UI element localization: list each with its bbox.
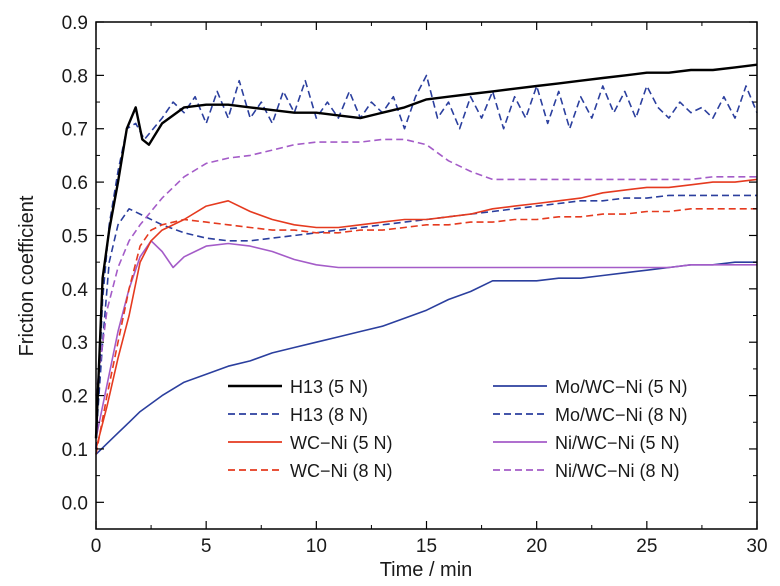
y-tick-label: 0.5 xyxy=(62,226,88,247)
y-tick-label: 0.1 xyxy=(62,440,88,461)
legend-label-2: WC−Ni (5 N) xyxy=(290,433,393,453)
x-tick-label: 30 xyxy=(746,536,767,557)
y-tick-label: 0.3 xyxy=(62,333,88,354)
series-line-3 xyxy=(95,208,757,455)
x-tick-label: 15 xyxy=(416,536,437,557)
legend-label-6: Ni/WC−Ni (5 N) xyxy=(555,433,680,453)
series-line-0 xyxy=(94,63,758,439)
y-tick-label: 0.2 xyxy=(62,387,88,408)
legend-label-1: H13 (8 N) xyxy=(290,405,368,425)
legend-label-4: Mo/WC−Ni (5 N) xyxy=(555,377,688,397)
x-axis-title: Time / min xyxy=(380,559,473,581)
series-line-7 xyxy=(95,138,757,396)
y-axis: 0.0 0.1 0.2 0.3 0.4 0.5 0.6 0.7 0.8 0.9 xyxy=(62,13,757,514)
legend-label-7: Ni/WC−Ni (8 N) xyxy=(555,461,680,481)
y-tick-label: 0.4 xyxy=(62,280,89,301)
y-tick-label: 0.9 xyxy=(62,13,88,34)
x-tick-label: 25 xyxy=(636,536,657,557)
x-tick-label: 20 xyxy=(526,536,547,557)
series-line-2 xyxy=(95,178,758,450)
x-tick-label: 0 xyxy=(91,536,102,557)
legend-label-3: WC−Ni (8 N) xyxy=(290,461,393,481)
series-line-4 xyxy=(95,261,757,455)
y-tick-label: 0.8 xyxy=(62,66,88,87)
y-tick-label: 0.7 xyxy=(62,120,88,141)
series-line-6 xyxy=(95,240,757,439)
y-tick-label: 0.0 xyxy=(62,493,88,514)
y-tick-label: 0.6 xyxy=(62,173,88,194)
x-tick-label: 10 xyxy=(306,536,327,557)
x-axis: 0 5 10 15 20 25 30 xyxy=(91,22,768,557)
legend-label-0: H13 (5 N) xyxy=(290,377,368,397)
legend: H13 (5 N) H13 (8 N) WC−Ni (5 N) WC−Ni (8 N)… xyxy=(228,377,688,481)
y-axis-title: Friction coefficient xyxy=(16,195,38,356)
series-layer xyxy=(94,63,758,455)
series-line-5 xyxy=(95,194,757,439)
x-tick-label: 5 xyxy=(201,536,212,557)
legend-label-5: Mo/WC−Ni (8 N) xyxy=(555,405,688,425)
